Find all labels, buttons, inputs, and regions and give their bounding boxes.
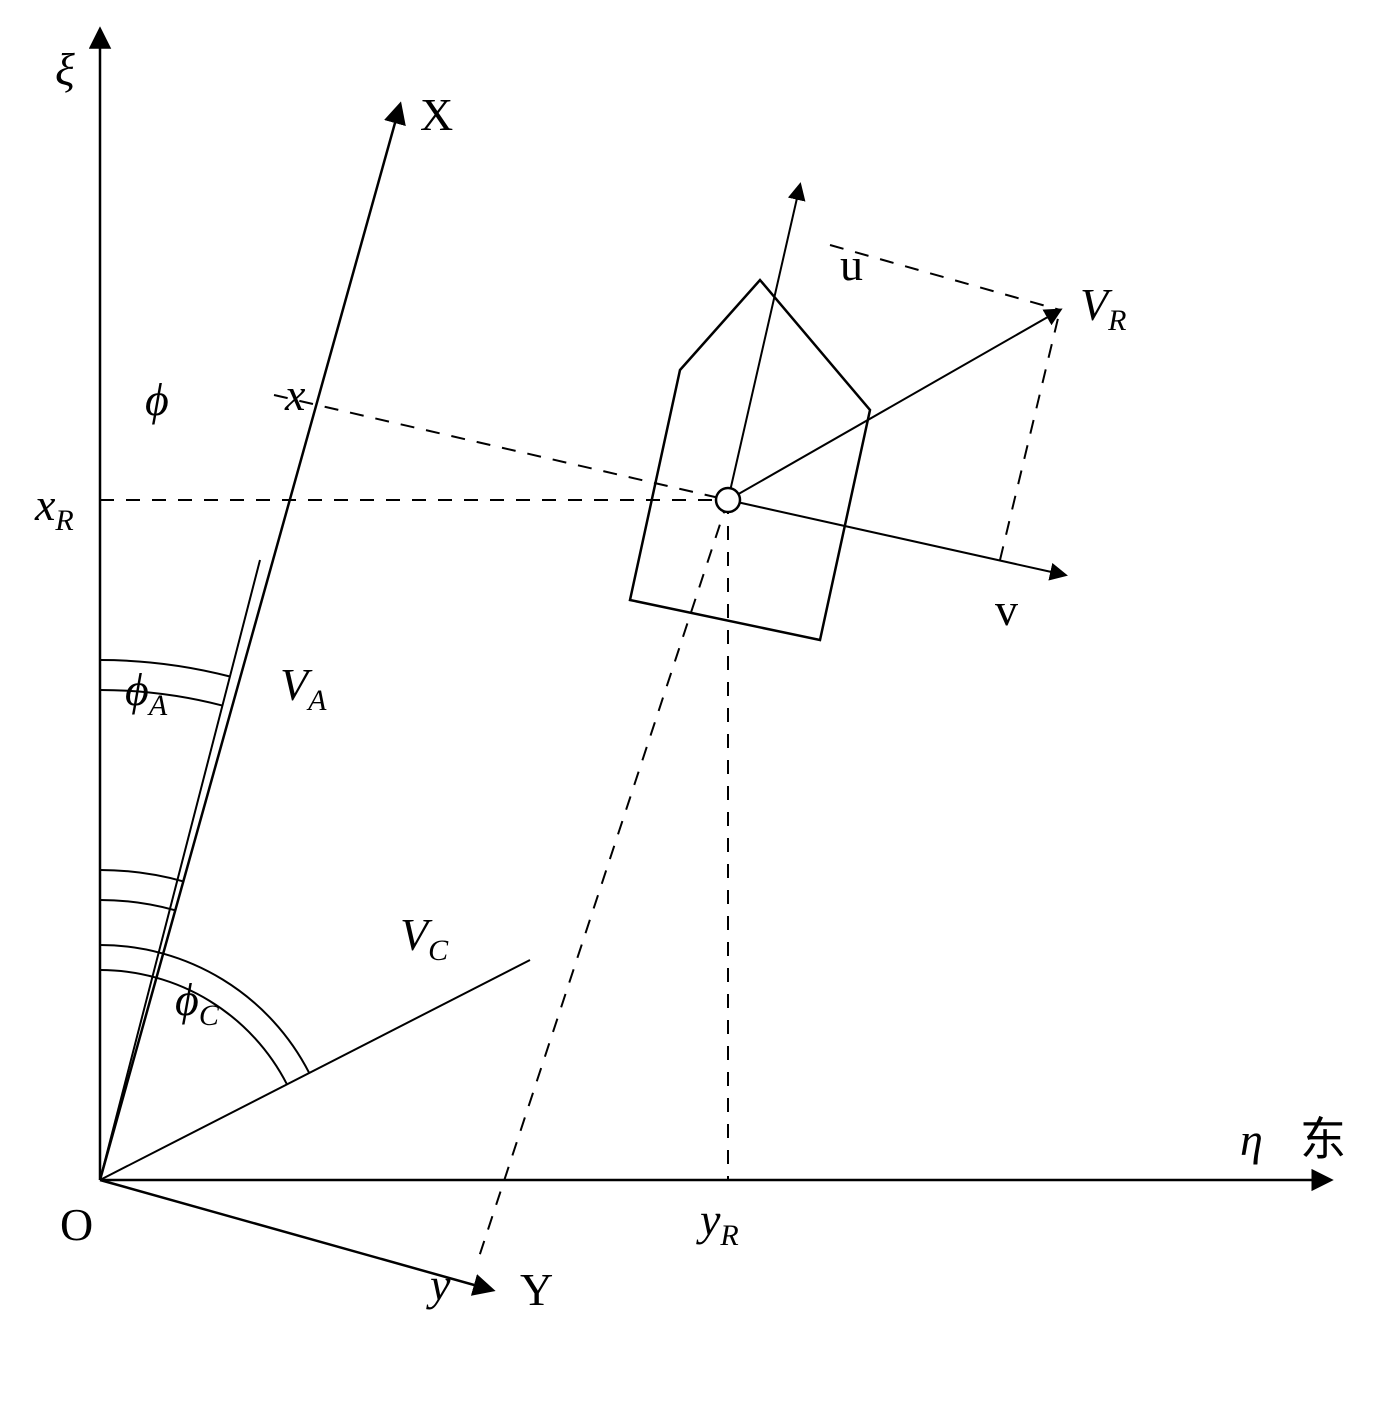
- x-label: x: [284, 369, 306, 420]
- phi-arc-2: [100, 870, 183, 881]
- east-label: 东: [1300, 1114, 1346, 1165]
- phiC-label: ϕC: [175, 974, 220, 1032]
- VC-vector: [100, 960, 530, 1180]
- xi-label: ξ: [55, 44, 75, 95]
- ship-center: [716, 488, 740, 512]
- VR-vector: [728, 310, 1060, 500]
- phi-arc: [100, 900, 175, 910]
- VA-label: VA: [280, 659, 327, 717]
- VR-label: VR: [1080, 279, 1126, 337]
- coordinate-diagram: ξ η东 O X Yx y xR yR u v VR VA VC ϕ ϕA ϕC: [0, 0, 1375, 1408]
- X-axis: [100, 105, 400, 1180]
- phiA-label: ϕA: [125, 664, 168, 722]
- x-dash: [274, 395, 728, 500]
- VC-label: VC: [400, 909, 449, 967]
- yR-label: yR: [696, 1194, 739, 1252]
- eta-label: η: [1240, 1114, 1263, 1165]
- X-label: X: [420, 89, 453, 140]
- u-dash: [830, 245, 1060, 310]
- xR-label: xR: [34, 479, 74, 537]
- O-label: O: [60, 1199, 93, 1250]
- v-dash: [1000, 310, 1060, 560]
- phi-label: ϕ: [145, 374, 169, 425]
- v-axis: [728, 500, 1065, 575]
- u-label: u: [840, 239, 863, 290]
- v-label: v: [995, 584, 1018, 635]
- u-axis: [728, 185, 800, 500]
- Y-label: Y: [520, 1264, 553, 1315]
- phiA-arc-2: [100, 660, 230, 676]
- y-label: y: [426, 1259, 451, 1310]
- ship-outline: [630, 280, 870, 640]
